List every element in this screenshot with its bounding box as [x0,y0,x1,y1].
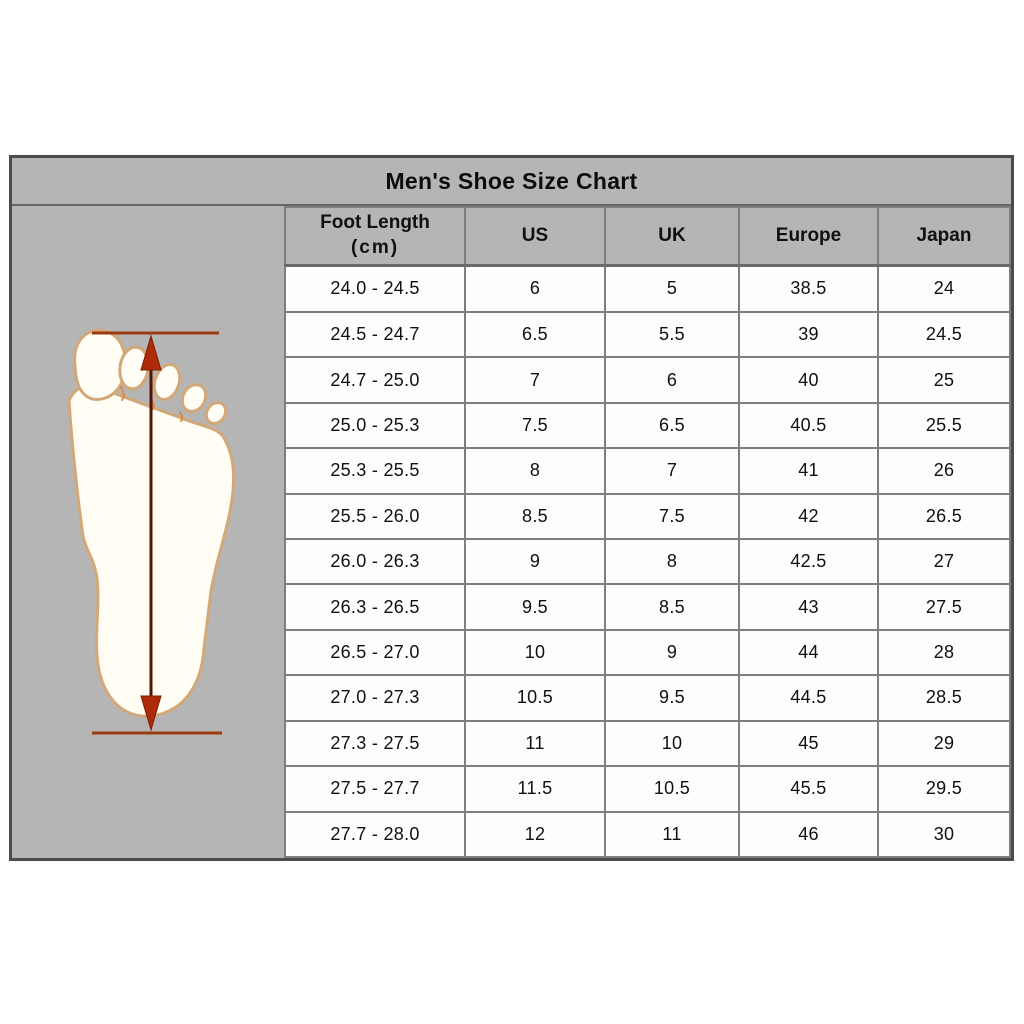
table-row: 26.3 - 26.5 9.5 8.5 43 27.5 [284,583,1011,631]
table-cell: 39 [738,310,879,359]
header-row: Foot Length (cm) US UK Europe Japan [284,206,1011,267]
table-cell: 25.3 - 25.5 [284,447,466,495]
table-row: 25.5 - 26.0 8.5 7.5 42 26.5 [284,492,1011,541]
table-row: 27.7 - 28.0 12 11 46 30 [284,810,1011,859]
table-cell: 25.0 - 25.3 [284,401,466,450]
table-cell: 30 [877,810,1011,859]
table-cell: 8.5 [604,583,740,631]
foot-length-arrow-icon [140,334,162,732]
table-cell: 10.5 [604,765,740,813]
foot-diagram-icon [67,328,236,735]
table-row: 24.7 - 25.0 7 6 40 25 [284,356,1011,404]
table-cell: 5 [604,264,740,313]
column-header-label: US [521,224,549,246]
table-cell: 42.5 [738,538,879,586]
table-row: 27.0 - 27.3 10.5 9.5 44.5 28.5 [284,674,1011,722]
table-cell: 8 [604,538,740,586]
table-cell: 24.7 - 25.0 [284,356,466,404]
table-header: Foot Length (cm) US UK Europe Japan [284,206,1011,267]
table-cell: 38.5 [738,264,879,313]
column-header-label: Foot Length [320,212,430,234]
table-cell: 24.0 - 24.5 [284,264,466,313]
table-cell: 7 [604,447,740,495]
table-cell: 12 [464,810,606,859]
table-cell: 11.5 [464,765,606,813]
table-cell: 11 [604,810,740,859]
table-cell: 10 [604,719,740,768]
table-cell: 27.0 - 27.3 [284,674,466,722]
table-cell: 9 [464,538,606,586]
shoe-size-chart-panel: Men's Shoe Size Chart [9,155,1014,861]
table-row: 27.5 - 27.7 11.5 10.5 45.5 29.5 [284,765,1011,813]
table-cell: 6.5 [604,401,740,450]
table-row: 25.0 - 25.3 7.5 6.5 40.5 25.5 [284,401,1011,450]
table-row: 26.0 - 26.3 9 8 42.5 27 [284,538,1011,586]
table-cell: 9.5 [604,674,740,722]
table-cell: 24 [877,264,1011,313]
table-cell: 25 [877,356,1011,404]
foot-measurement-illustration [12,206,284,858]
table-cell: 41 [738,447,879,495]
table-cell: 42 [738,492,879,541]
table-cell: 45.5 [738,765,879,813]
table-cell: 7.5 [464,401,606,450]
table-cell: 10.5 [464,674,606,722]
table-cell: 27.5 [877,583,1011,631]
table-cell: 25.5 - 26.0 [284,492,466,541]
table-cell: 8.5 [464,492,606,541]
column-header-label: UK [658,224,686,246]
column-header-foot-length: Foot Length (cm) [284,206,466,267]
column-header-uk: UK [604,206,740,267]
table-cell: 28 [877,628,1011,677]
table-cell: 24.5 [877,310,1011,359]
table-cell: 46 [738,810,879,859]
table-cell: 8 [464,447,606,495]
table-cell: 29.5 [877,765,1011,813]
table-cell: 9.5 [464,583,606,631]
column-header-europe: Europe [738,206,879,267]
table-body: 24.0 - 24.5 6 5 38.5 24 24.5 - 24.7 6.5 5.5 39 24… [284,264,1011,859]
chart-title: Men's Shoe Size Chart [12,158,1011,206]
table-cell: 11 [464,719,606,768]
table-cell: 5.5 [604,310,740,359]
table-cell: 29 [877,719,1011,768]
table-cell: 44 [738,628,879,677]
table-cell: 44.5 [738,674,879,722]
table-row: 25.3 - 25.5 8 7 41 26 [284,447,1011,495]
table-cell: 26 [877,447,1011,495]
table-cell: 26.0 - 26.3 [284,538,466,586]
table-cell: 26.5 - 27.0 [284,628,466,677]
column-header-sublabel: (cm) [350,237,400,258]
table-cell: 26.5 [877,492,1011,541]
table-cell: 25.5 [877,401,1011,450]
table-cell: 6 [604,356,740,404]
table-row: 24.0 - 24.5 6 5 38.5 24 [284,264,1011,313]
table-row: 27.3 - 27.5 11 10 45 29 [284,719,1011,768]
table-row: 26.5 - 27.0 10 9 44 28 [284,628,1011,677]
table-cell: 27.5 - 27.7 [284,765,466,813]
table-cell: 45 [738,719,879,768]
table-cell: 27 [877,538,1011,586]
table-cell: 40.5 [738,401,879,450]
table-row: 24.5 - 24.7 6.5 5.5 39 24.5 [284,310,1011,359]
table-cell: 24.5 - 24.7 [284,310,466,359]
table-cell: 28.5 [877,674,1011,722]
table-cell: 27.3 - 27.5 [284,719,466,768]
table-cell: 7.5 [604,492,740,541]
table-cell: 43 [738,583,879,631]
shoe-size-table: Foot Length (cm) US UK Europe Japan 24.0 - 24… [284,206,1011,859]
table-cell: 6.5 [464,310,606,359]
chart-content: Foot Length (cm) US UK Europe Japan 24.0 - 24… [12,206,1011,859]
table-cell: 6 [464,264,606,313]
column-header-us: US [464,206,606,267]
column-header-label: Japan [916,224,972,246]
table-cell: 9 [604,628,740,677]
table-cell: 7 [464,356,606,404]
table-cell: 26.3 - 26.5 [284,583,466,631]
table-cell: 27.7 - 28.0 [284,810,466,859]
column-header-label: Europe [775,224,842,246]
table-cell: 10 [464,628,606,677]
table-cell: 40 [738,356,879,404]
column-header-japan: Japan [877,206,1011,267]
